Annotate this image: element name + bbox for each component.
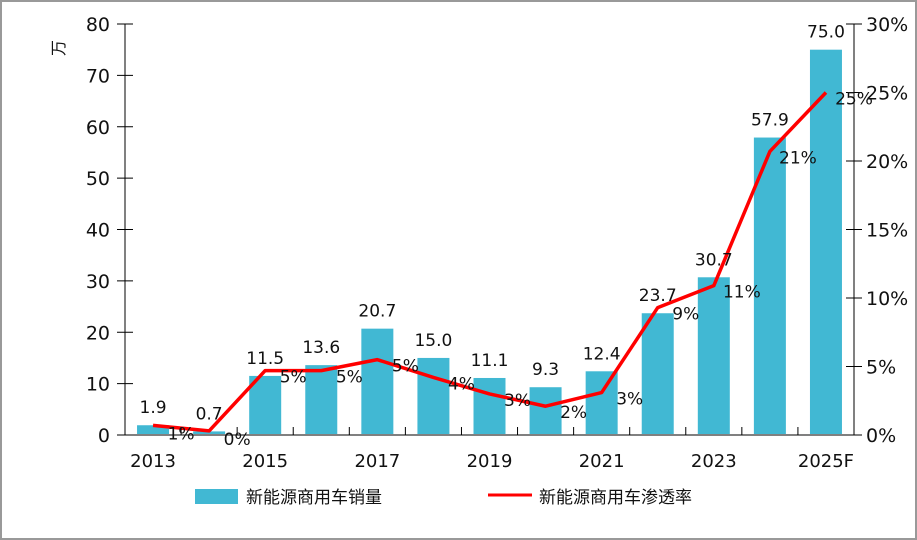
line-value-label: 0% <box>224 430 251 450</box>
bar-2024 <box>753 137 786 434</box>
bar-2025F <box>809 49 842 434</box>
bar-value-label: 23.7 <box>639 286 677 306</box>
line-value-label: 1% <box>168 424 195 444</box>
y-tick-label: 40 <box>86 220 110 242</box>
line-value-label: 5% <box>392 357 419 377</box>
y2-tick-label: 20% <box>866 151 908 173</box>
bar-2014 <box>193 431 226 434</box>
line-value-label: 9% <box>672 305 699 325</box>
bar-value-label: 15.0 <box>414 331 452 351</box>
line-value-label: 3% <box>504 391 531 411</box>
bar-2017 <box>361 328 394 434</box>
y-tick-label: 80 <box>86 14 110 36</box>
bar-value-label: 75.0 <box>807 23 845 43</box>
line-value-label: 11% <box>723 283 761 303</box>
legend-label-bar: 新能源商用车销量 <box>246 488 382 508</box>
x-tick-label: 2021 <box>579 451 625 472</box>
y-tick-label: 50 <box>86 168 110 190</box>
y-tick-label: 20 <box>86 322 110 344</box>
y-axis-label: 万 <box>49 40 68 56</box>
x-tick-label: 2019 <box>467 451 513 472</box>
bar-value-label: 20.7 <box>358 302 396 322</box>
legend: 新能源商用车销量 新能源商用车渗透率 <box>195 488 692 508</box>
y-tick-label: 60 <box>86 117 110 139</box>
x-tick-label: 2015 <box>242 451 288 472</box>
x-tick-label: 2025F <box>798 451 854 472</box>
bar-2018 <box>417 357 450 434</box>
y-tick-label: 30 <box>86 271 110 293</box>
bar-value-label: 57.9 <box>751 111 789 131</box>
y2-tick-label: 5% <box>866 357 896 379</box>
line-value-label: 3% <box>616 390 643 410</box>
line-value-label: 2% <box>560 403 587 423</box>
line-value-label: 5% <box>280 368 307 388</box>
bar-value-label: 0.7 <box>196 404 223 424</box>
line-value-label: 5% <box>336 368 363 388</box>
bar-value-label: 13.6 <box>302 338 340 358</box>
bar-value-label: 30.7 <box>695 250 733 270</box>
bar-value-label: 12.4 <box>583 344 621 364</box>
x-tick-label: 2013 <box>130 451 176 472</box>
legend-swatch-bar <box>195 489 238 504</box>
bar-2023 <box>697 277 730 434</box>
y2-tick-label: 0% <box>866 425 896 447</box>
y2-tick-label: 25% <box>866 83 908 105</box>
y-tick-label: 70 <box>86 65 110 87</box>
bar-value-label: 11.5 <box>246 349 284 369</box>
bar-2016 <box>305 365 338 434</box>
bar-value-label: 9.3 <box>532 360 559 380</box>
y2-tick-label: 15% <box>866 220 908 242</box>
line-value-label: 4% <box>448 374 475 394</box>
x-tick-label: 2017 <box>354 451 400 472</box>
x-tick-label: 2023 <box>691 451 737 472</box>
legend-label-line: 新能源商用车渗透率 <box>539 488 692 508</box>
bar-value-label: 1.9 <box>140 398 167 418</box>
line-value-label: 21% <box>779 148 817 168</box>
y-tick-label: 0 <box>98 425 110 447</box>
y-tick-label: 10 <box>86 374 110 396</box>
bar-2015 <box>249 375 282 434</box>
line-value-label: 25% <box>835 90 873 110</box>
bar-value-label: 11.1 <box>471 351 509 371</box>
bar-2019 <box>473 377 506 434</box>
bar-2021 <box>585 371 618 434</box>
y2-tick-label: 10% <box>866 288 908 310</box>
bar-2020 <box>529 387 562 434</box>
bar-2022 <box>641 313 674 434</box>
bar-2013 <box>137 425 170 434</box>
y2-tick-label: 30% <box>866 14 908 36</box>
